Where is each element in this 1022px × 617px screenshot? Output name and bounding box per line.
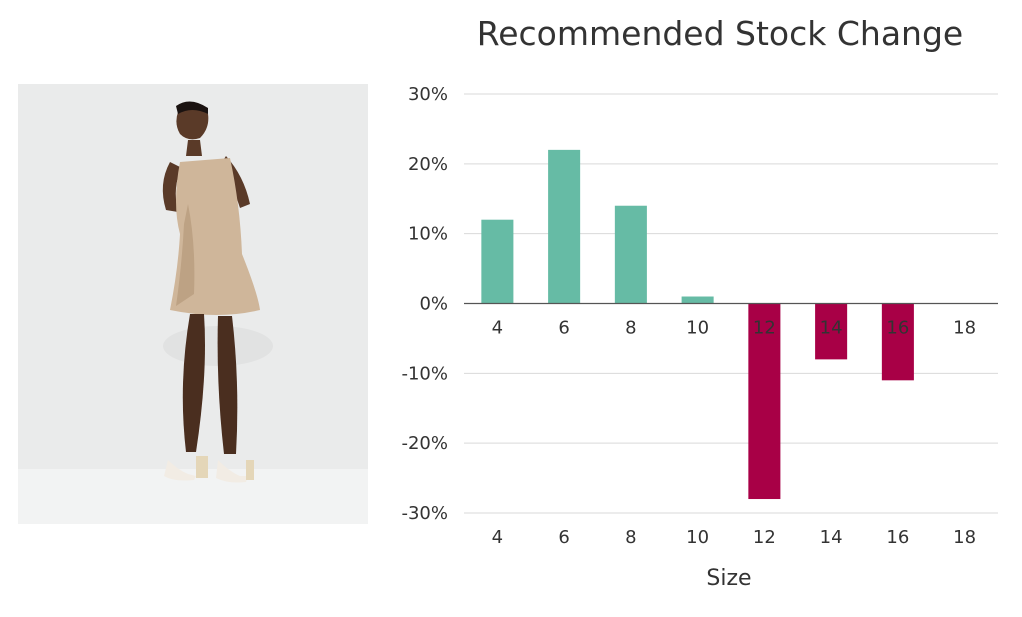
- y-tick-label: 30%: [408, 84, 448, 105]
- y-tick-label: -20%: [401, 433, 448, 454]
- x-tick-label: 18: [953, 527, 976, 548]
- x-tick-label: 6: [558, 527, 569, 548]
- x-tick-label: 16: [886, 527, 909, 548]
- x-mid-tick-label: 6: [558, 318, 569, 339]
- bar-size-10: [681, 296, 714, 304]
- bar-size-8: [614, 205, 647, 304]
- y-axis-ticks: -30% -20% -10% 0% 10% 20% 30%: [401, 84, 448, 524]
- x-mid-tick-label: 4: [492, 318, 503, 339]
- x-tick-label: 12: [753, 527, 776, 548]
- y-tick-label: 10%: [408, 224, 448, 245]
- x-mid-tick-label: 14: [820, 318, 843, 339]
- x-tick-label: 14: [820, 527, 843, 548]
- x-mid-tick-label: 12: [753, 318, 776, 339]
- y-tick-label: 20%: [408, 154, 448, 175]
- x-tick-label: 10: [686, 527, 709, 548]
- x-axis-ticks: 4 6 8 10 12 14 16 18: [492, 527, 976, 548]
- x-axis-title: Size: [706, 566, 751, 591]
- bars: [481, 149, 914, 500]
- x-mid-tick-label: 18: [953, 318, 976, 339]
- y-tick-label: 0%: [419, 294, 448, 315]
- x-mid-tick-label: 10: [686, 318, 709, 339]
- chart-title: Recommended Stock Change: [476, 14, 964, 53]
- bar-size-6: [548, 149, 581, 304]
- x-tick-label: 4: [492, 527, 503, 548]
- bar-size-4: [481, 219, 514, 304]
- y-tick-label: -10%: [401, 363, 448, 384]
- y-tick-label: -30%: [401, 503, 448, 524]
- x-mid-tick-label: 16: [886, 318, 909, 339]
- x-mid-tick-label: 8: [625, 318, 636, 339]
- bar-size-14: [815, 303, 848, 360]
- bar-size-12: [748, 303, 781, 500]
- bar-size-16: [881, 303, 914, 381]
- x-tick-label: 8: [625, 527, 636, 548]
- x-axis-mid-ticks: 4 6 8 10 12 14 16 18: [492, 318, 976, 339]
- product-photo: [18, 84, 368, 524]
